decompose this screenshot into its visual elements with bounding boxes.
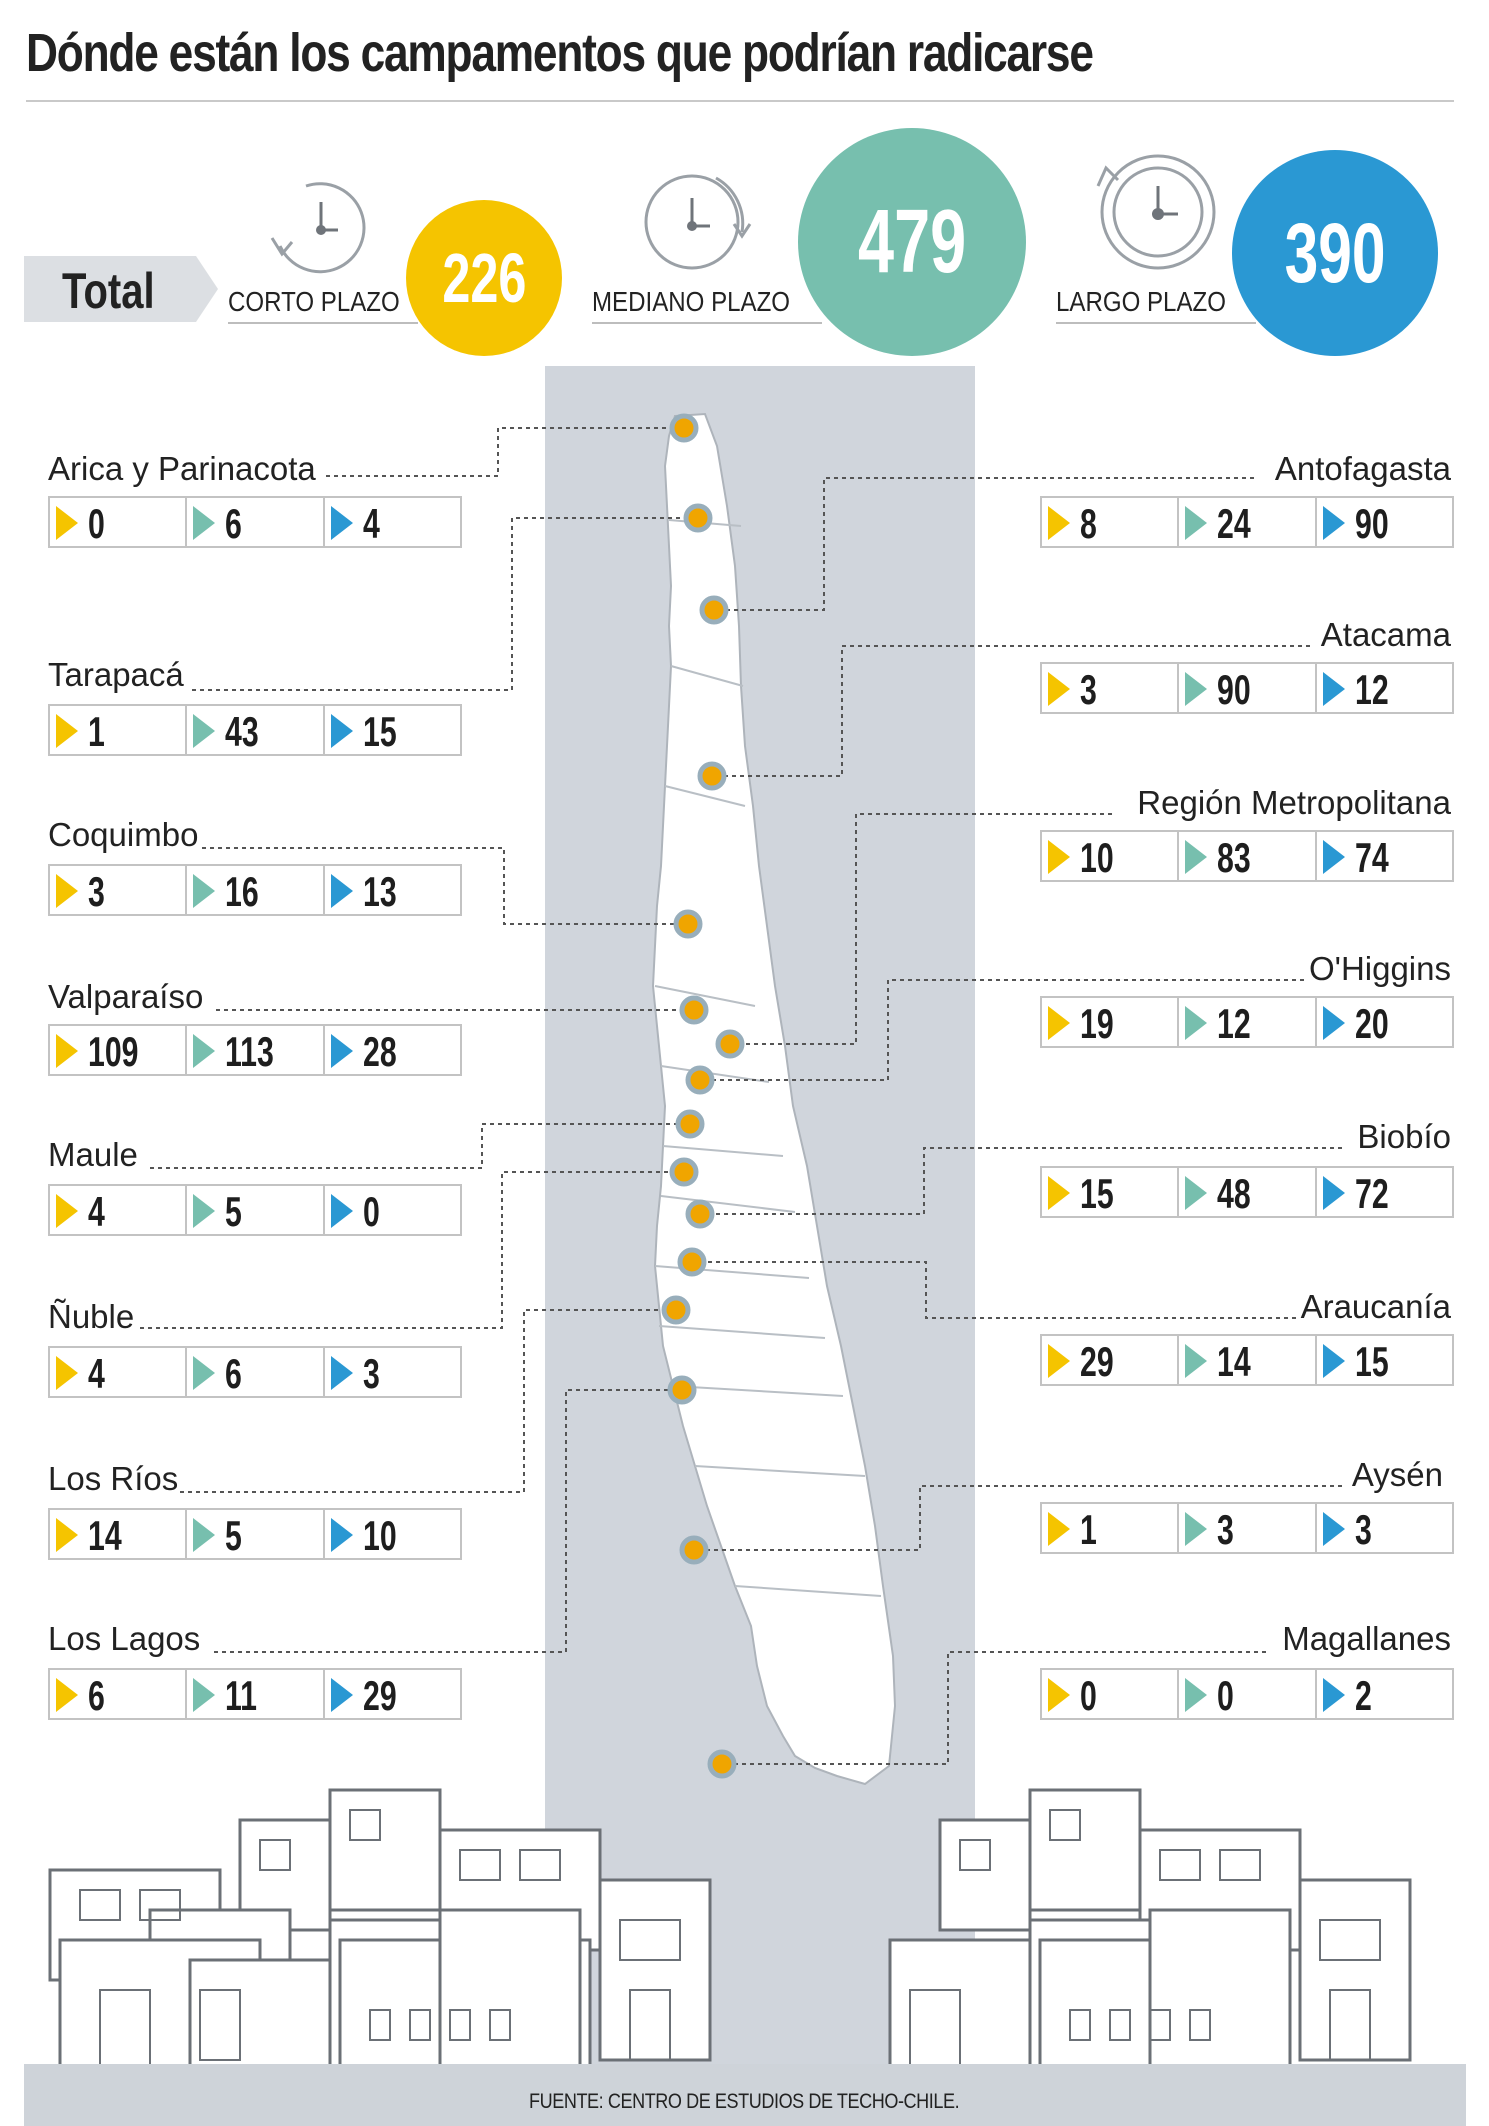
- region-values-arica: 0 6 4: [48, 496, 462, 548]
- region-values-los-lagos: 6 11 29: [48, 1668, 462, 1720]
- medium-term-label: MEDIANO PLAZO: [592, 286, 791, 317]
- region-name-metropolitana: Región Metropolitana: [1137, 784, 1451, 821]
- source-note: FUENTE: CENTRO DE ESTUDIOS DE TECHO-CHIL…: [529, 2090, 960, 2113]
- region-values-atacama: 3 90 12: [1040, 662, 1454, 714]
- region-name-magallanes: Magallanes: [1282, 1620, 1451, 1657]
- long-term-rule: [1056, 322, 1256, 324]
- region-values-biobio: 15 48 72: [1040, 1166, 1454, 1218]
- footer-band: [24, 2064, 1466, 2126]
- houses-right-illustration: [888, 1788, 1412, 2072]
- total-label: Total: [62, 263, 155, 319]
- short-term-rule: [228, 322, 418, 324]
- clock-short-term-icon: [270, 182, 366, 274]
- short-term-label: CORTO PLAZO: [228, 286, 400, 317]
- region-values-araucania: 29 14 15: [1040, 1334, 1454, 1386]
- medium-term-total: 479: [798, 128, 1026, 356]
- region-values-antofagasta: 8 24 90: [1040, 496, 1454, 548]
- region-values-los-rios: 14 5 10: [48, 1508, 462, 1560]
- region-values-valparaiso: 109 113 28: [48, 1024, 462, 1076]
- long-term-label: LARGO PLAZO: [1056, 286, 1226, 317]
- region-values-maule: 4 5 0: [48, 1184, 462, 1236]
- region-name-arica: Arica y Parinacota: [48, 450, 316, 487]
- region-values-magallanes: 0 0 2: [1040, 1668, 1454, 1720]
- region-values-coquimbo: 3 16 13: [48, 864, 462, 916]
- region-name-tarapaca: Tarapacá: [48, 656, 184, 693]
- page-title: Dónde están los campamentos que podrían …: [26, 23, 1094, 83]
- region-values-metropolitana: 10 83 74: [1040, 830, 1454, 882]
- region-name-los-lagos: Los Lagos: [48, 1620, 201, 1657]
- region-name-antofagasta: Antofagasta: [1274, 450, 1451, 487]
- title-divider: [26, 100, 1454, 102]
- region-values-tarapaca: 1 43 15: [48, 704, 462, 756]
- region-values-nuble: 4 6 3: [48, 1346, 462, 1398]
- region-values-ohiggins: 19 12 20: [1040, 996, 1454, 1048]
- clock-medium-term-icon: [644, 174, 752, 270]
- region-name-atacama: Atacama: [1320, 616, 1451, 653]
- region-values-aysen: 1 3 3: [1040, 1502, 1454, 1554]
- region-name-maule: Maule: [48, 1136, 138, 1173]
- region-name-ohiggins: O'Higgins: [1308, 950, 1451, 987]
- region-name-araucania: Araucanía: [1300, 1288, 1451, 1325]
- region-name-coquimbo: Coquimbo: [48, 816, 199, 853]
- region-name-aysen: Aysén: [1351, 1456, 1443, 1493]
- chile-map: [651, 412, 897, 1786]
- long-term-total: 390: [1232, 150, 1438, 356]
- total-tag: Total: [24, 256, 218, 322]
- region-name-los-rios: Los Ríos: [48, 1460, 179, 1497]
- houses-left-illustration: [48, 1788, 712, 2072]
- region-name-biobio: Biobío: [1357, 1118, 1451, 1155]
- short-term-total: 226: [406, 200, 562, 356]
- region-name-nuble: Ñuble: [48, 1298, 135, 1335]
- medium-term-rule: [592, 322, 822, 324]
- clock-long-term-icon: [1096, 154, 1216, 270]
- map-dots: [661, 413, 745, 1779]
- region-name-valparaiso: Valparaíso: [48, 978, 204, 1015]
